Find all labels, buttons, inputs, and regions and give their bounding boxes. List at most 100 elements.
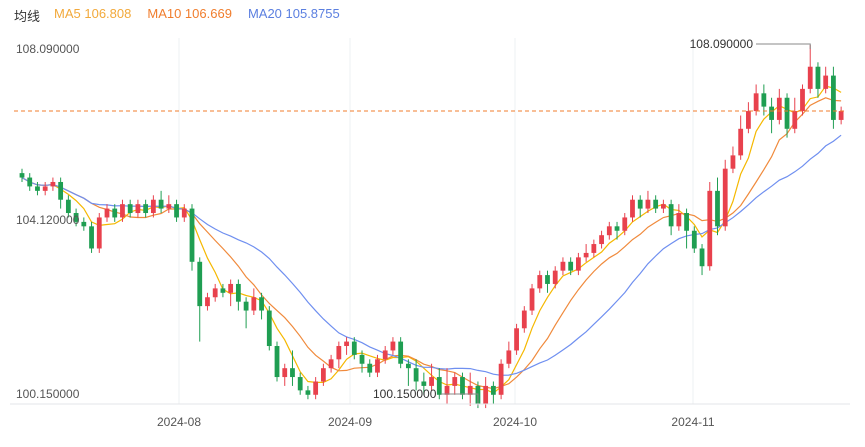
candle-body: [444, 385, 450, 395]
candle-body: [707, 190, 713, 267]
ma20-line: [21, 134, 842, 376]
ma5-line: [21, 85, 842, 394]
candle-body: [452, 377, 458, 386]
candle-body: [800, 88, 805, 112]
candle-body: [251, 297, 257, 311]
candle-body: [174, 204, 179, 218]
candle-body: [661, 204, 666, 209]
candle-body: [228, 283, 234, 293]
candle-body: [753, 93, 759, 112]
candle-body: [838, 111, 844, 120]
candle-body: [583, 252, 589, 258]
candle-body: [560, 261, 566, 271]
chart-axes: 2024-08 2024-09 2024-10 2024-11 108.090000 10…: [10, 42, 850, 429]
candle-body: [89, 226, 94, 249]
candle-body: [684, 213, 689, 231]
candle-body: [120, 204, 125, 218]
candle-body: [375, 359, 380, 373]
candle-body: [73, 213, 79, 222]
candle-body: [529, 288, 535, 311]
candle-body: [815, 66, 821, 89]
candle-body: [792, 111, 798, 129]
candle-body: [467, 385, 473, 395]
candle-body: [514, 328, 519, 351]
candle-body: [158, 199, 164, 209]
x-tick-label: 2024-10: [493, 415, 537, 429]
candle-body: [290, 368, 295, 378]
legend-ma20: MA20 105.8755: [247, 6, 340, 21]
candle-body: [127, 204, 133, 214]
candle-body: [35, 186, 40, 191]
candle-body: [622, 217, 628, 231]
candle-body: [413, 368, 419, 382]
legend-label: 均线: [14, 9, 41, 24]
candle-body: [166, 204, 172, 209]
max-marker-line: [756, 43, 811, 49]
candle-body: [19, 173, 25, 178]
candle-body: [483, 385, 489, 404]
candle-body: [143, 204, 149, 214]
candle-body: [761, 93, 767, 107]
candle-body: [320, 368, 326, 382]
candle-body: [630, 199, 635, 218]
candle-body: [189, 208, 195, 262]
candle-body: [738, 128, 744, 156]
chart-legend: 均线 MA5 106.808 MA10 106.669 MA20 105.875…: [14, 6, 356, 24]
moving-average-lines: [21, 85, 842, 394]
candle-body: [367, 363, 373, 373]
candle-body: [506, 350, 512, 364]
candle-body: [460, 377, 465, 395]
candle-body: [831, 75, 836, 120]
candle-body: [614, 226, 620, 231]
candle-body: [575, 257, 581, 271]
candle-body: [776, 97, 782, 120]
max-price-label: 108.090000: [690, 37, 754, 51]
candle-body: [259, 297, 264, 311]
candle-body: [429, 377, 434, 386]
candle-body: [421, 381, 427, 386]
candle-body: [784, 97, 790, 129]
candle-body: [42, 186, 48, 191]
candle-body: [297, 377, 303, 391]
candle-body: [746, 111, 751, 129]
candles: [19, 45, 844, 409]
y-tick-label: 104.120000: [16, 213, 80, 227]
candle-body: [344, 341, 349, 347]
candle-body: [27, 177, 33, 187]
x-tick-label: 2024-09: [328, 415, 372, 429]
candle-body: [96, 217, 102, 249]
candle-body: [243, 301, 249, 311]
candle-body: [274, 346, 280, 378]
candle-body: [521, 310, 527, 329]
candle-body: [676, 213, 682, 227]
candle-body: [715, 190, 720, 227]
candle-body: [653, 199, 659, 209]
y-tick-label: 100.150000: [16, 387, 80, 401]
candle-body: [359, 354, 365, 364]
min-marker-line: [441, 393, 479, 407]
candle-body: [552, 270, 558, 284]
y-tick-label: 108.090000: [16, 42, 80, 56]
candle-body: [81, 221, 87, 227]
candle-body: [181, 208, 187, 218]
candle-body: [807, 66, 813, 89]
candle-body: [328, 359, 334, 369]
candle-body: [637, 199, 643, 209]
candle-body: [135, 204, 141, 214]
candle-body: [436, 377, 442, 395]
candle-body: [282, 368, 288, 378]
candle-body: [591, 244, 597, 253]
candle-body: [730, 155, 736, 169]
candle-body: [58, 181, 64, 200]
candle-body: [266, 310, 272, 347]
candle-body: [398, 341, 404, 364]
candle-body: [220, 288, 226, 293]
candle-body: [351, 341, 357, 355]
candle-body: [645, 199, 651, 209]
candle-body: [668, 204, 674, 227]
candle-body: [699, 248, 705, 267]
chart-grid: [178, 38, 694, 404]
candle-body: [769, 106, 774, 120]
candle-body: [545, 275, 550, 284]
